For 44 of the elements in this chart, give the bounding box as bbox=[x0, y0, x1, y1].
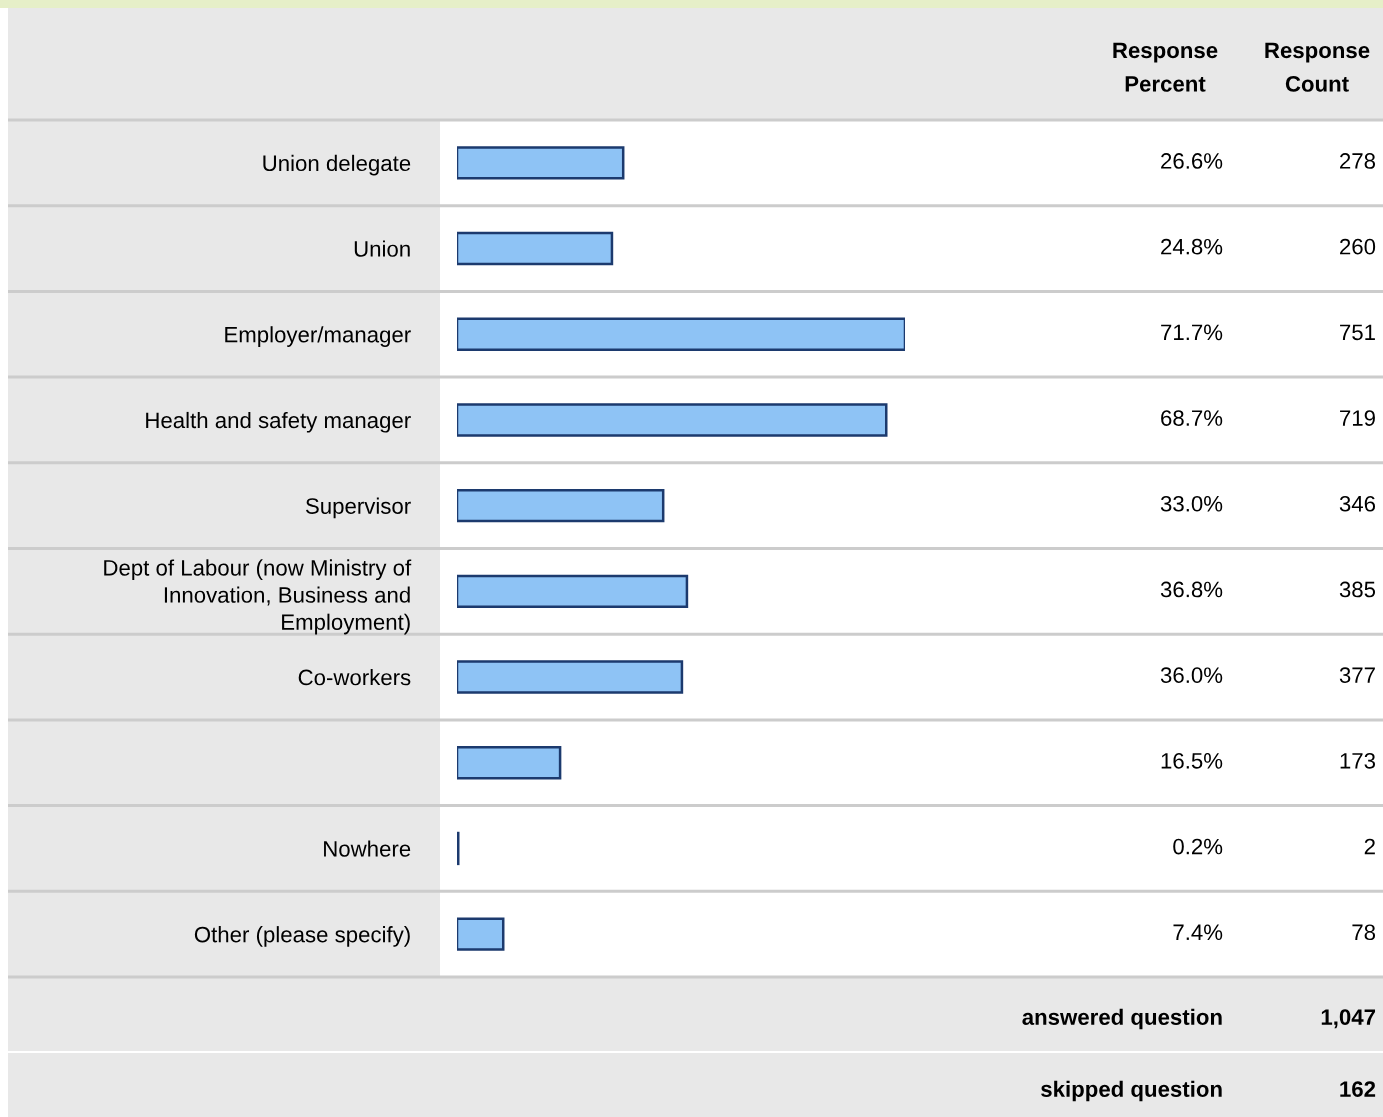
data-label: 71.7% bbox=[1161, 324, 1223, 341]
text: 78 bbox=[1352, 924, 1376, 941]
bar bbox=[457, 403, 888, 437]
y-tick-label: Other (please specify) bbox=[194, 926, 410, 947]
text: 2 bbox=[1364, 838, 1375, 855]
text: 162 bbox=[1340, 1081, 1376, 1097]
text: 1,047 bbox=[1321, 1009, 1376, 1029]
text: 719 bbox=[1340, 410, 1375, 426]
text: 385 bbox=[1339, 581, 1376, 598]
data-label: 7.4% bbox=[1173, 924, 1223, 941]
bar bbox=[457, 574, 689, 609]
bar bbox=[457, 317, 905, 351]
data-label: 68.7% bbox=[1161, 410, 1223, 426]
y-tick-label: Health and safety manager bbox=[146, 411, 411, 433]
data-label: 33.0% bbox=[1160, 495, 1223, 512]
y-tick-label: Employer/manager bbox=[225, 326, 411, 347]
y-tick-label: Union bbox=[354, 240, 410, 257]
text: Response Percent bbox=[1113, 42, 1218, 92]
bar bbox=[457, 660, 684, 694]
y-tick-label: Dept of Labour (now Ministry of Innovation, Business and Employment) bbox=[104, 559, 412, 635]
bar bbox=[457, 917, 505, 951]
data-label: 26.6% bbox=[1161, 153, 1223, 169]
text: skipped question bbox=[1041, 1080, 1222, 1102]
text: 260 bbox=[1340, 238, 1376, 255]
text: 346 bbox=[1339, 495, 1376, 512]
bar bbox=[457, 231, 614, 266]
text: 173 bbox=[1340, 752, 1376, 769]
text: 751 bbox=[1340, 324, 1375, 341]
y-tick-label: Nowhere bbox=[324, 840, 411, 857]
text: 278 bbox=[1340, 153, 1376, 169]
data-label: 24.8% bbox=[1161, 238, 1223, 255]
data-label: 16.5% bbox=[1161, 752, 1223, 769]
bar bbox=[457, 746, 562, 780]
data-label: 0.2% bbox=[1173, 838, 1223, 855]
text: 377 bbox=[1339, 667, 1375, 684]
text: Response Count bbox=[1265, 42, 1370, 92]
y-tick-label: Union delegate bbox=[263, 154, 411, 176]
bar bbox=[457, 488, 665, 523]
data-label: 36.8% bbox=[1160, 581, 1223, 598]
y-tick-label: Supervisor bbox=[305, 497, 411, 519]
text: answered question bbox=[1022, 1008, 1222, 1030]
y-tick-label: Co-workers bbox=[298, 669, 411, 686]
data-label: 36.0% bbox=[1160, 667, 1223, 684]
bar bbox=[457, 146, 625, 180]
